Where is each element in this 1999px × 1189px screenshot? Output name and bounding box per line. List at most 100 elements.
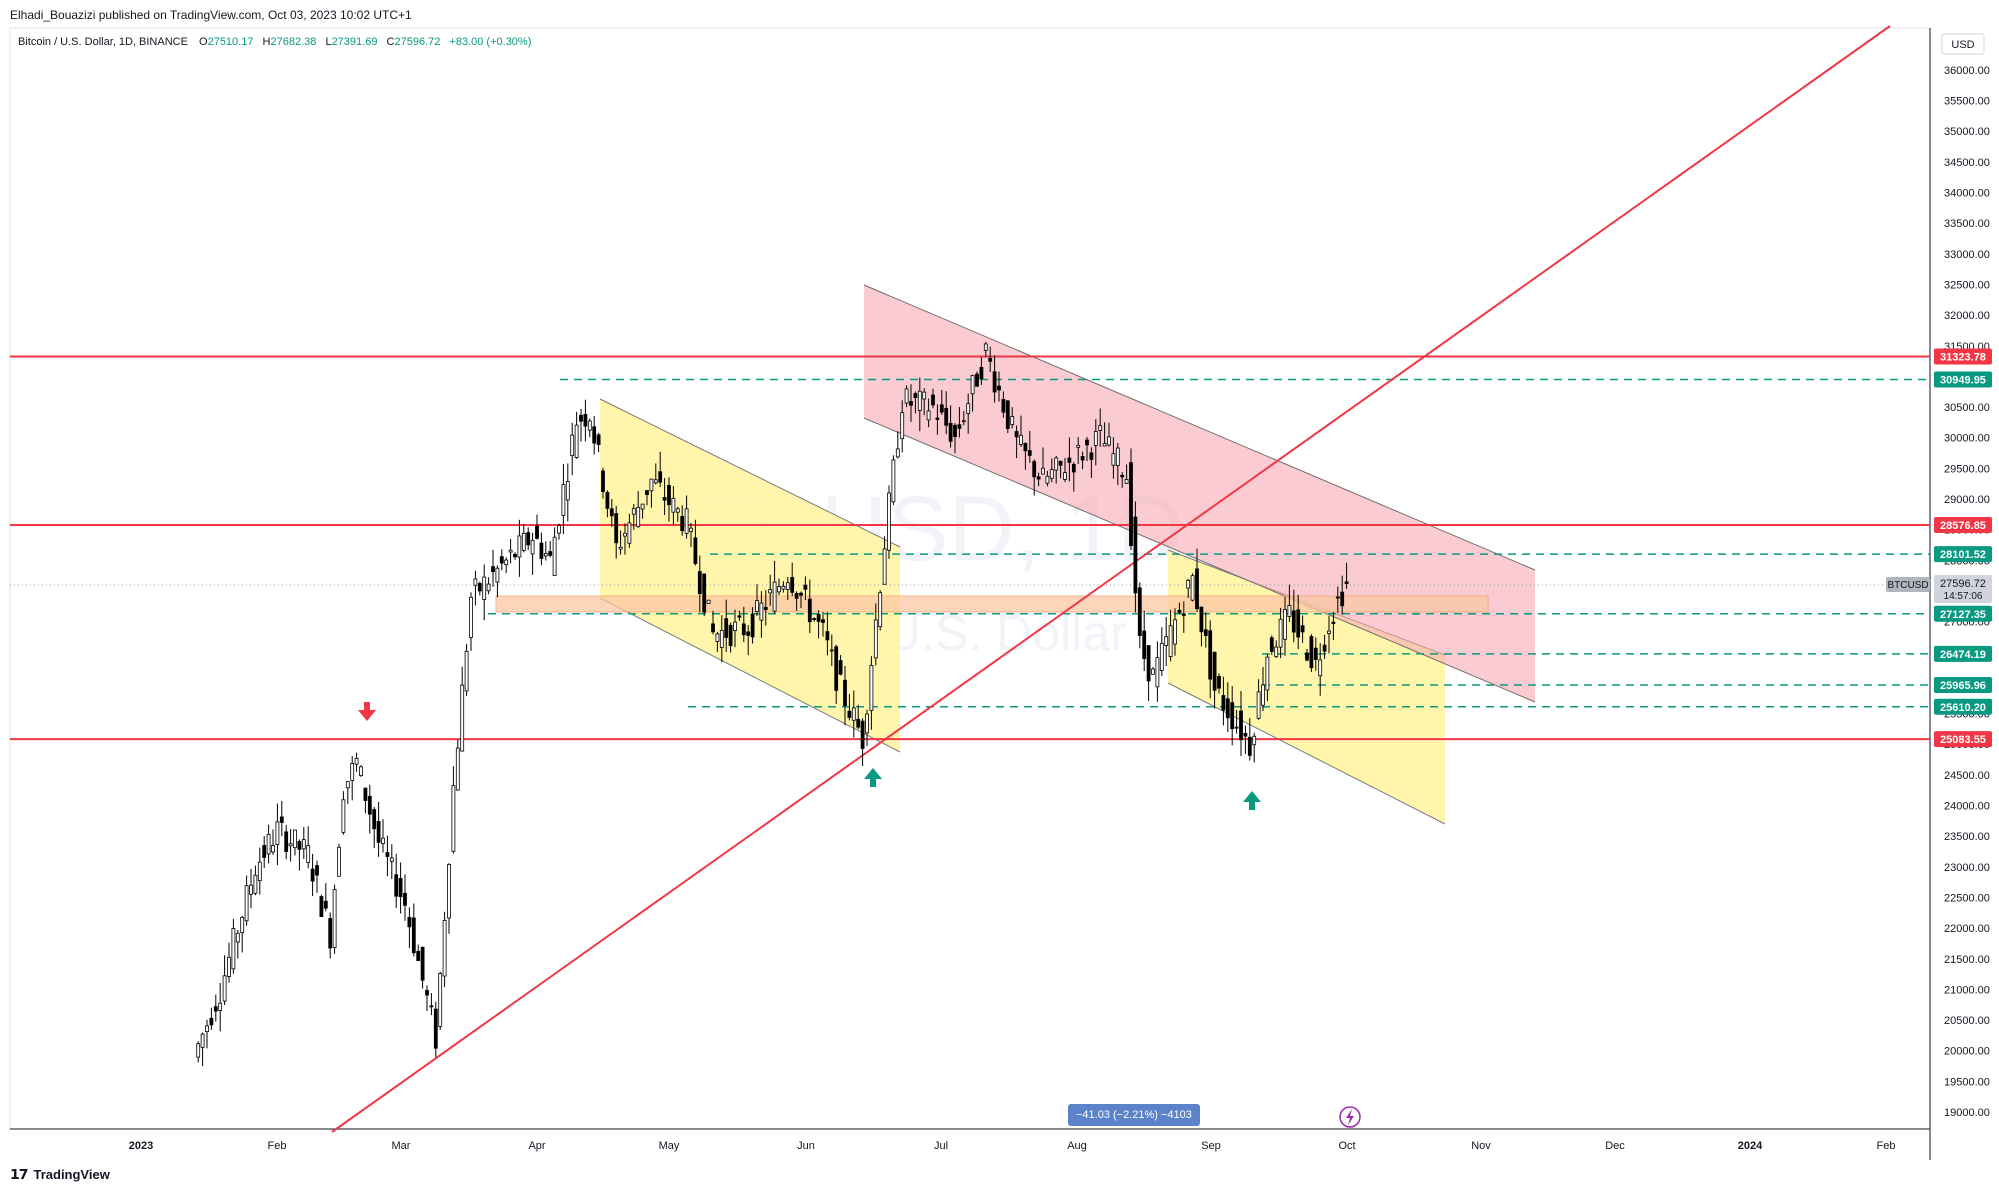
candle-body [491,566,495,572]
candle-body [429,1005,434,1008]
candle-body [592,426,597,444]
candle-body [495,567,500,583]
candle-body [1225,698,1230,719]
price-tick-label: 19500.00 [1944,1076,1990,1088]
candle-body [235,932,240,943]
candle-body [1010,416,1015,425]
candle-body [1243,732,1248,737]
price-tick-label: 23500.00 [1944,831,1990,843]
candle-body [909,401,913,406]
candle-body [825,631,830,641]
candle-body [315,865,319,876]
candle-body [1168,625,1173,658]
candle-body [513,553,517,558]
candle-body [1269,637,1274,652]
candle-body [750,613,755,638]
candle-body [328,918,333,949]
candle-body [231,928,236,970]
candle-body [605,492,610,509]
candle-body [711,623,715,633]
publisher-text: Elhadi_Bouazizi published on TradingView… [10,8,412,22]
candle-body [1252,735,1257,746]
candle-body [209,1017,214,1026]
candle-body [667,485,671,506]
candle-body [794,592,799,599]
candle-body [922,391,927,400]
yellow-channel-spring[interactable] [600,399,900,752]
measure-range-label: −41.03 (−2.21%) −4103 [1068,1104,1200,1126]
price-tick-label: 33000.00 [1944,249,1990,261]
up-arrow-marker-june[interactable] [864,768,882,787]
time-tick-label: Jul [934,1140,948,1152]
candle-body [803,584,808,590]
legend-open-value: 27510.17 [207,36,254,48]
time-tick-label: May [659,1140,680,1152]
candle-body [275,821,280,845]
rising-trendline[interactable] [331,25,1891,1133]
candle-body [306,845,311,863]
candle-body [935,417,940,420]
level-price-badge [1934,516,1992,533]
candle-body [482,576,487,600]
candle-body [398,878,403,898]
candle-body [706,599,711,604]
lightning-icon[interactable] [1339,1106,1361,1128]
level-price-badge [1934,698,1992,715]
price-tick-label: 35000.00 [1944,126,1990,138]
candle-body [1107,436,1111,446]
candle-body [851,707,856,721]
candle-body [860,720,865,749]
candle-body [548,551,553,556]
candle-body [763,607,768,610]
candle-body [649,478,654,492]
level-price-label: 25965.96 [1940,680,1986,692]
candle-body [1208,630,1213,680]
price-tick-label: 29000.00 [1944,494,1990,506]
tradingview-footer: 𝟭𝟳 TradingView [10,1166,110,1183]
candle-body [570,434,575,457]
candle-body [420,946,425,981]
candle-body [988,357,993,362]
candle-body [1344,581,1349,584]
yellow-channel-autumn[interactable] [1168,550,1445,824]
countdown-label: 14:57:06 [1944,591,1983,602]
candle-body [253,874,258,894]
candle-body [878,592,883,628]
candle-body [1005,400,1010,429]
candle-body [1111,453,1116,466]
level-price-label: 31323.78 [1940,352,1986,364]
candle-body [957,424,962,429]
candle-body [966,403,971,414]
time-tick-label: Jun [797,1140,815,1152]
candle-body [543,553,548,557]
arrow-down-icon [358,702,376,721]
time-tick-label: Apr [528,1140,545,1152]
up-arrow-marker-september[interactable] [1243,791,1261,810]
candle-body [451,785,456,852]
candle-body [293,829,297,849]
candle-body [944,407,949,426]
candle-body [931,394,935,406]
candle-body [1063,472,1067,480]
candle-body [975,373,979,387]
candle-body [319,896,324,917]
candle-body [596,434,601,445]
horizontal-levels [10,355,1930,741]
candle-body [829,649,834,652]
candle-body [433,1008,438,1049]
price-tick-label: 30000.00 [1944,433,1990,445]
down-arrow-marker[interactable] [358,702,376,721]
currency-badge[interactable] [1941,33,1985,55]
candle-body [1322,644,1327,652]
candle-body [614,513,619,544]
symbol-badge-label: BTCUSD [1887,580,1928,591]
candle-body [733,621,737,632]
candle-body [873,619,878,659]
candle-body [869,665,874,711]
candle-body [1203,629,1208,636]
candle-body [464,650,469,692]
candle-body [1036,476,1041,480]
candle-body [838,660,843,675]
time-tick-label: Nov [1471,1140,1491,1152]
